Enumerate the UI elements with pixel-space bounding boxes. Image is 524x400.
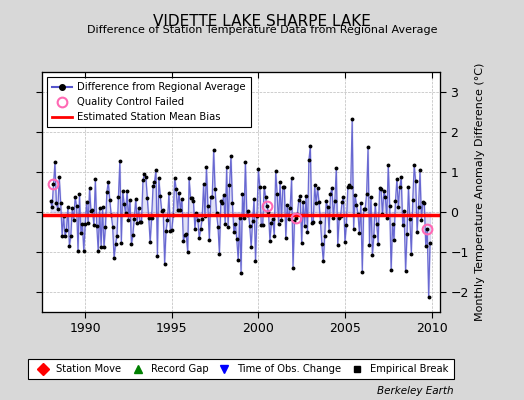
Text: Difference of Station Temperature Data from Regional Average: Difference of Station Temperature Data f… [87,25,437,35]
Text: Berkeley Earth: Berkeley Earth [377,386,453,396]
Text: VIDETTE LAKE SHARPE LAKE: VIDETTE LAKE SHARPE LAKE [153,14,371,29]
Y-axis label: Monthly Temperature Anomaly Difference (°C): Monthly Temperature Anomaly Difference (… [475,63,485,321]
Legend: Station Move, Record Gap, Time of Obs. Change, Empirical Break: Station Move, Record Gap, Time of Obs. C… [28,359,454,379]
